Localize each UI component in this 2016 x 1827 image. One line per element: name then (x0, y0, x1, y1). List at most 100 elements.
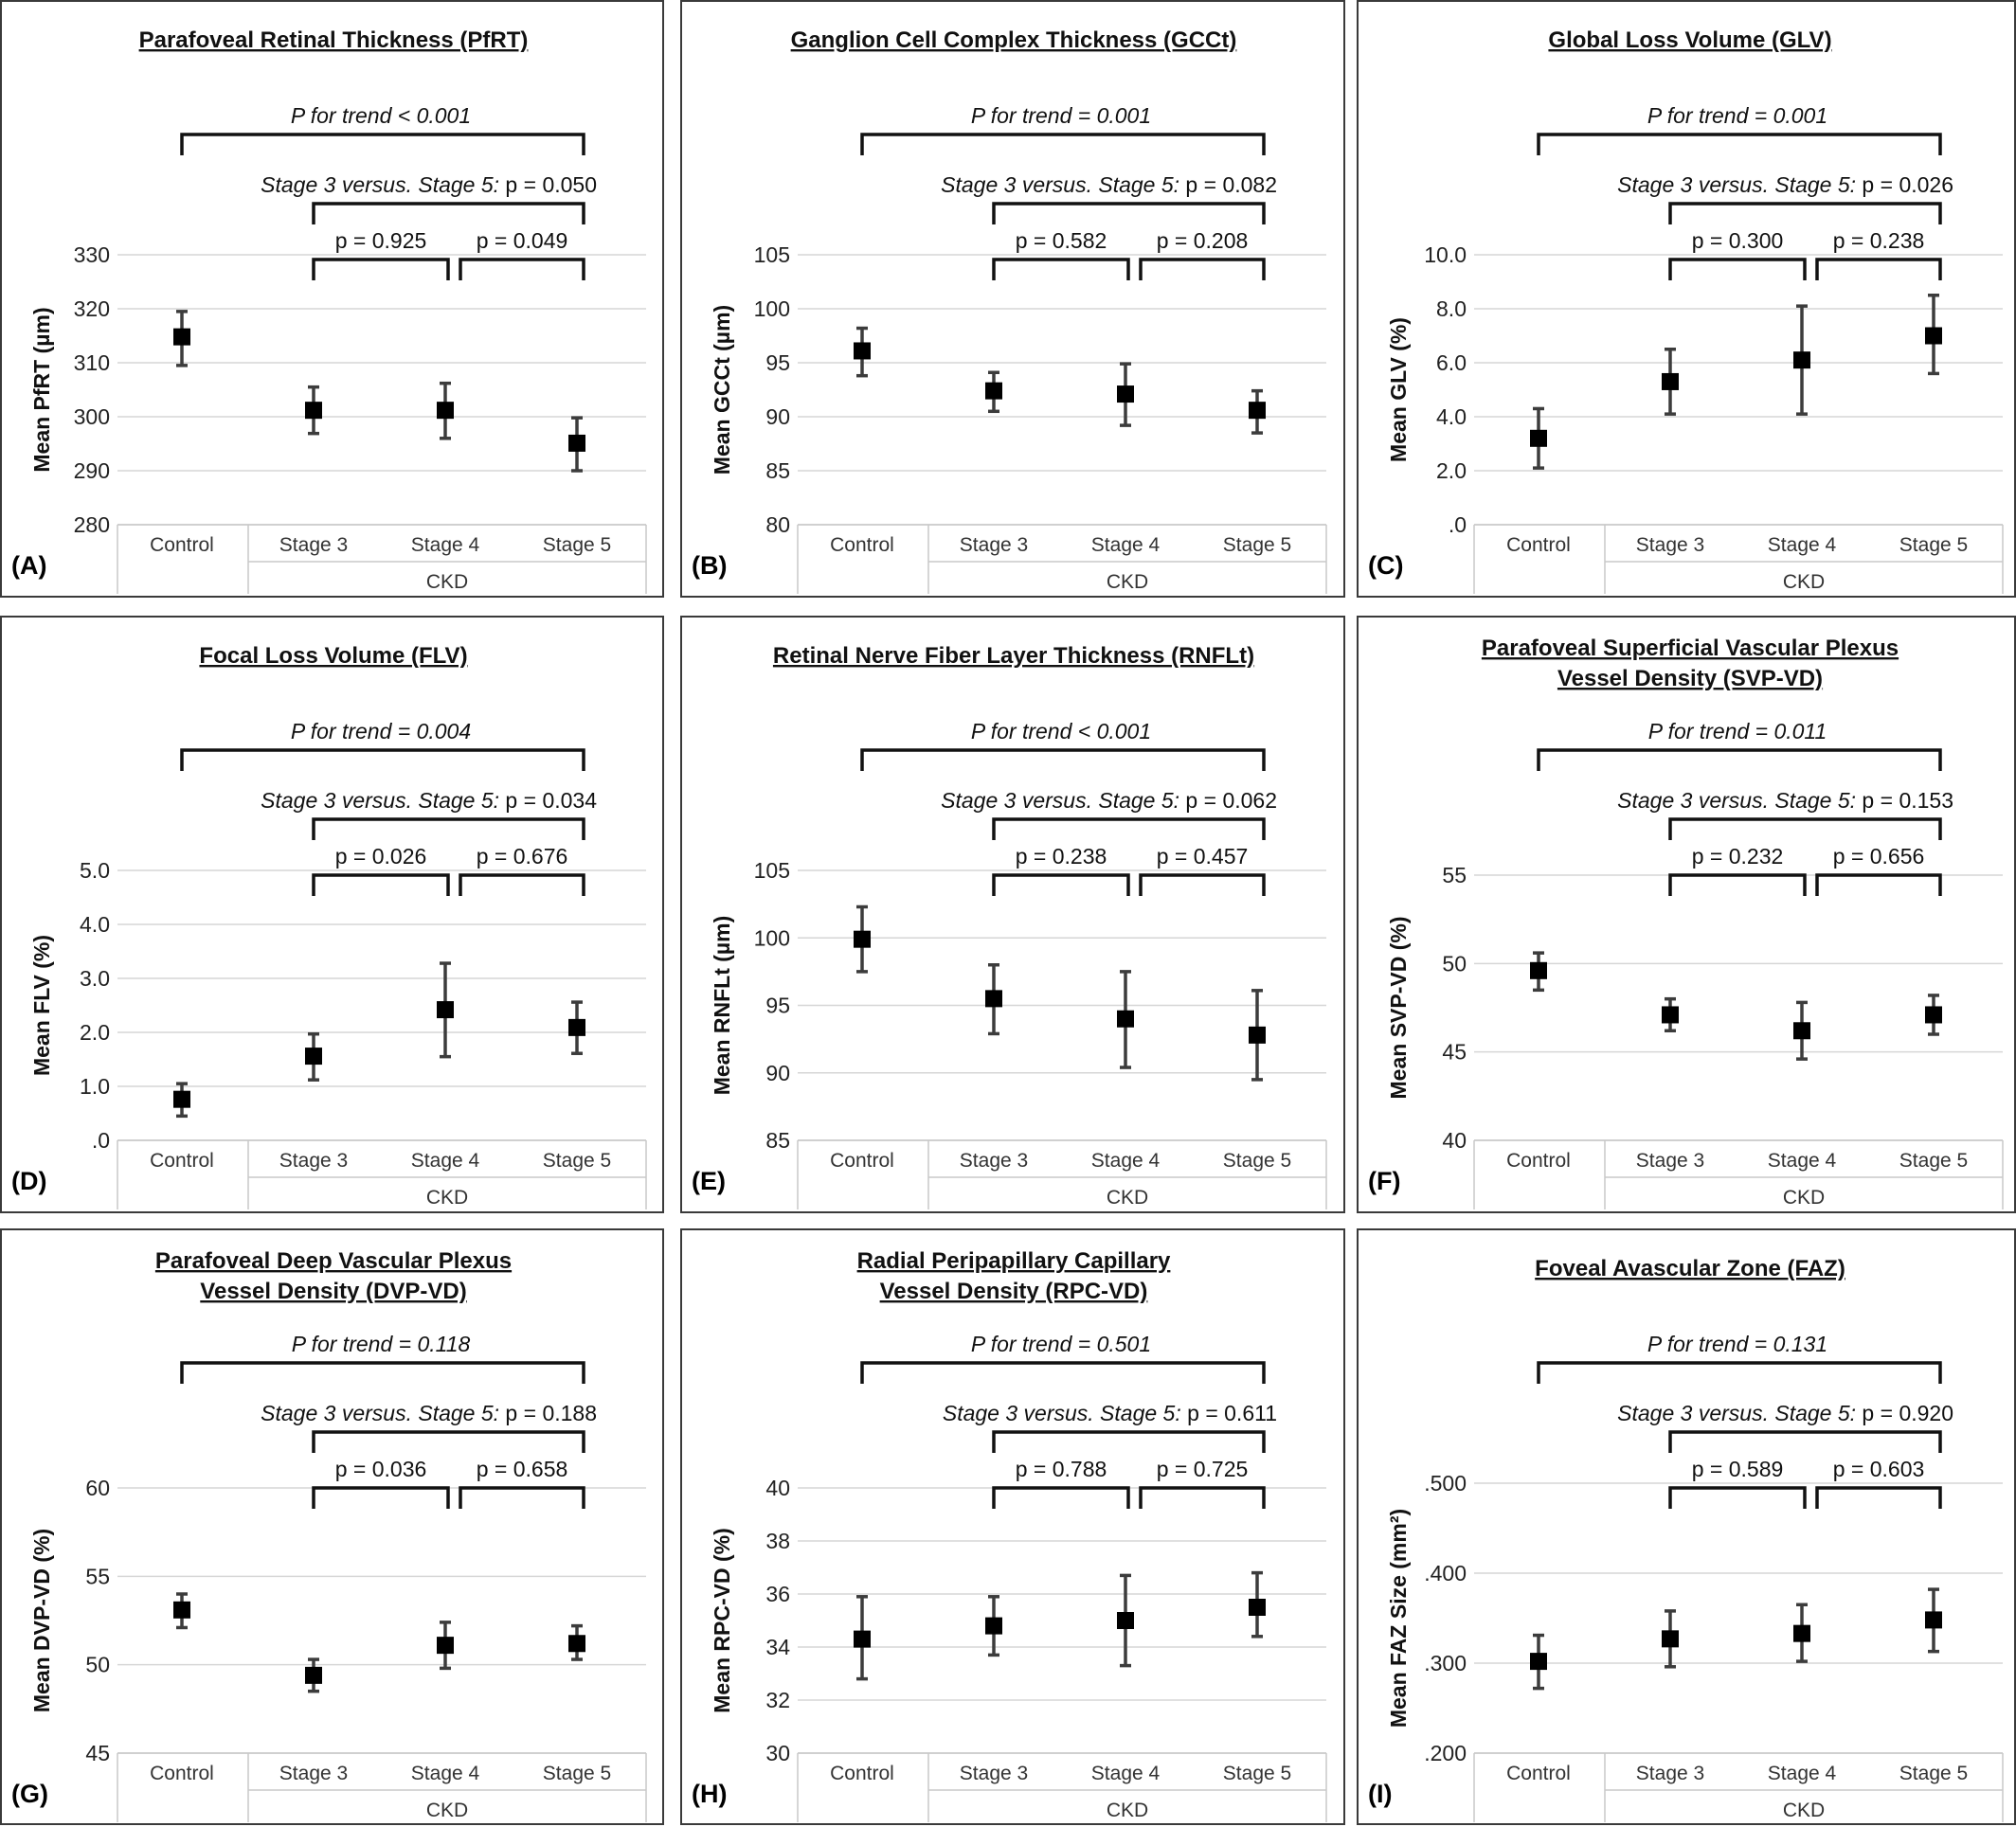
category-label: Control (1506, 1763, 1571, 1784)
data-point (1925, 1611, 1942, 1629)
y-axis-label: Mean DVP-VD (%) (29, 1529, 54, 1712)
y-tick-label: 95 (765, 994, 790, 1018)
y-tick-label: 3.0 (80, 966, 110, 991)
chart-gcct: Ganglion Cell Complex Thickness (GCCt) 80… (692, 27, 1327, 594)
data-point (1793, 1022, 1810, 1040)
y-tick-label: .0 (1449, 512, 1467, 537)
category-label: Stage 3 (960, 534, 1028, 556)
stage3-vs-stage5-p-value: Stage 3 versus. Stage 5: p = 0.034 (261, 788, 597, 813)
stage4-vs-stage5-p-value: p = 0.658 (477, 1457, 568, 1481)
data-point (1249, 402, 1266, 420)
chart-rnflt: Retinal Nerve Fiber Layer Thickness (RNF… (692, 643, 1327, 1209)
stage3-vs-stage5-bracket (1668, 1430, 1942, 1453)
group-label: CKD (426, 571, 468, 593)
trend-bracket (180, 748, 585, 771)
y-tick-label: 95 (765, 350, 790, 375)
trend-p-value: P for trend = 0.118 (292, 1332, 471, 1356)
data-point (1249, 1599, 1266, 1616)
stage4-vs-stage5-p-value: p = 0.208 (1157, 228, 1249, 253)
category-label: Control (150, 534, 214, 556)
data-point (437, 402, 454, 420)
data-point (1793, 1624, 1810, 1642)
category-label: Stage 5 (543, 1763, 611, 1784)
stage3-vs-stage4-bracket (992, 873, 1130, 896)
data-point (1662, 1006, 1679, 1024)
chart-rpc-vd: Radial Peripapillary Capillary Vessel Den… (692, 1248, 1327, 1822)
stage4-vs-stage5-bracket (459, 873, 585, 896)
trend-bracket (1537, 748, 1942, 771)
category-label: Stage 4 (1768, 1150, 1837, 1172)
y-tick-label: 4.0 (80, 912, 110, 937)
panel-dvp-vd: Parafoveal Deep Vascular Plexus Vessel De… (0, 1228, 664, 1825)
y-tick-label: 38 (765, 1529, 790, 1553)
data-point (1530, 1653, 1547, 1671)
group-label: CKD (426, 1187, 468, 1209)
category-label: Stage 5 (1899, 1763, 1968, 1784)
category-label: Stage 3 (960, 1763, 1028, 1784)
y-axis-label: Mean GCCt (µm) (710, 305, 734, 475)
stage3-vs-stage4-p-value: p = 0.582 (1016, 228, 1107, 253)
category-label: Stage 5 (1899, 534, 1968, 556)
y-axis-label: Mean SVP-VD (%) (1386, 917, 1411, 1100)
y-axis-label: Mean PfRT (µm) (29, 307, 54, 472)
panel-label: (E) (692, 1167, 726, 1195)
data-point (173, 328, 190, 346)
stage4-vs-stage5-p-value: p = 0.457 (1157, 844, 1249, 869)
panel-glv: Global Loss Volume (GLV) .0 2.0 4.0 6.0 8.0 10… (1357, 0, 2016, 598)
chart-title: Foveal Avascular Zone (FAZ) (1535, 1256, 1845, 1281)
data-point (173, 1601, 190, 1619)
stage3-vs-stage5-p-value: Stage 3 versus. Stage 5: p = 0.082 (941, 172, 1277, 197)
category-label: Control (830, 1763, 894, 1784)
data-point (568, 1635, 585, 1653)
y-tick-label: 50 (1442, 951, 1467, 976)
panel-label: (I) (1368, 1780, 1392, 1808)
panel-gcct: Ganglion Cell Complex Thickness (GCCt) 80… (680, 0, 1345, 598)
trend-p-value: P for trend = 0.011 (1648, 719, 1827, 743)
data-point (1662, 1630, 1679, 1648)
stage4-vs-stage5-bracket (1815, 873, 1942, 896)
stage3-vs-stage4-bracket (1668, 1486, 1807, 1509)
category-label: Stage 3 (1636, 534, 1704, 556)
y-tick-label: 2.0 (1436, 458, 1467, 483)
data-point (437, 1637, 454, 1655)
data-point (1662, 372, 1679, 390)
stage3-vs-stage5-p-value: Stage 3 versus. Stage 5: p = 0.050 (261, 172, 597, 197)
y-tick-label: 40 (1442, 1128, 1467, 1153)
panel-label: (B) (692, 551, 727, 580)
y-axis-label: Mean RPC-VD (%) (710, 1528, 734, 1713)
data-point (985, 1617, 1002, 1635)
stage3-vs-stage4-bracket (992, 258, 1130, 280)
panel-rpc-vd: Radial Peripapillary Capillary Vessel Den… (680, 1228, 1345, 1825)
chart-title: Parafoveal Superficial Vascular Plexus (1482, 636, 1899, 661)
category-label: Stage 4 (411, 1763, 480, 1784)
category-label: Stage 3 (1636, 1763, 1704, 1784)
y-axis-label: Mean GLV (%) (1386, 317, 1411, 462)
chart-dvp-vd: Parafoveal Deep Vascular Plexus Vessel De… (11, 1248, 647, 1822)
y-tick-label: 90 (765, 1061, 790, 1085)
data-point (1925, 1006, 1942, 1024)
data-point (305, 1666, 322, 1684)
category-label: Stage 5 (1223, 534, 1291, 556)
chart-title: Parafoveal Deep Vascular Plexus (155, 1248, 512, 1274)
y-tick-label: 36 (765, 1582, 790, 1606)
y-tick-label: 2.0 (80, 1020, 110, 1045)
chart-pfrt: Parafoveal Retinal Thickness (PfRT) 280 29… (11, 27, 647, 594)
y-tick-label: 85 (765, 458, 790, 483)
category-label: Stage 5 (543, 1150, 611, 1172)
data-point (985, 382, 1002, 400)
y-tick-label: 105 (754, 858, 790, 883)
data-point (568, 1018, 585, 1036)
panel-label: (C) (1368, 551, 1403, 580)
y-tick-label: 55 (1442, 863, 1467, 887)
chart-title: Vessel Density (SVP-VD) (1557, 666, 1823, 691)
category-label: Stage 5 (543, 534, 611, 556)
stage4-vs-stage5-bracket (1815, 258, 1942, 280)
data-point (1117, 1010, 1134, 1028)
panel-flv: Focal Loss Volume (FLV) .0 1.0 2.0 3.0 4.0 5.0… (0, 616, 664, 1213)
y-tick-label: 280 (74, 512, 110, 537)
y-tick-label: 40 (765, 1476, 790, 1500)
y-tick-label: .400 (1424, 1561, 1467, 1585)
trend-bracket (860, 748, 1266, 771)
category-label: Stage 3 (279, 1763, 348, 1784)
stage3-vs-stage5-bracket (1668, 817, 1942, 840)
